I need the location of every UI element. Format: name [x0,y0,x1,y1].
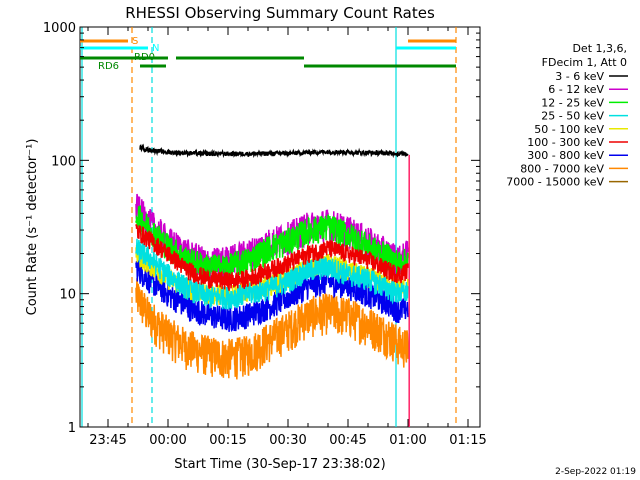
y-tick-label: 1000 [43,21,76,36]
x-tick-label: 01:15 [449,433,486,448]
x-tick-label: 00:45 [329,433,366,448]
y-axis: 1 10 100 1000 [43,21,480,436]
legend-label-50-100-kev: 50 - 100 keV [534,123,604,136]
x-tick-label: 23:45 [89,433,126,448]
y-tick-label: 1 [68,421,76,436]
legend-label-7000-15000-kev: 7000 - 15000 keV [506,176,604,189]
x-tick-label: 00:00 [149,433,186,448]
flag-label-rd6: RD6 [98,61,119,72]
series-line-100-300-kev [135,224,409,291]
y-tick-label: 100 [51,154,76,169]
chart-title: RHESSI Observing Summary Count Rates [125,4,435,22]
series-layer [135,143,410,427]
flag-label-rd0: RD0 [134,52,155,63]
flag-label-n: N [152,43,159,54]
series-line-25-50-kev [135,238,409,310]
x-tick-label: 01:00 [389,433,426,448]
vertical-markers [81,27,457,427]
legend-label-800-7000-kev: 800 - 7000 keV [520,162,604,175]
legend-label-25-50-kev: 25 - 50 keV [541,110,604,123]
y-axis-label: Count Rate (s⁻¹ detector⁻¹) [25,139,40,316]
x-tick-label: 00:15 [209,433,246,448]
legend-header-line-1: Det 1,3,6, [572,42,627,55]
legend-header-line-2: FDecim 1, Att 0 [542,56,627,69]
plot-frame [79,26,481,428]
x-tick-label: 00:30 [269,433,306,448]
x-axis-label: Start Time (30-Sep-17 23:38:02) [174,457,385,472]
flag-label-s: S [132,36,138,47]
series-line-3-6-kev [139,143,409,159]
series-line-300-800-kev [135,259,409,332]
x-axis: 23:45 00:00 00:15 00:30 00:45 01:00 01:15 [87,27,487,448]
y-tick-label: 10 [59,288,76,303]
legend-label-6-12-kev: 6 - 12 keV [548,83,604,96]
timestamp: 2-Sep-2022 01:19 [555,467,636,477]
legend-label-300-800-kev: 300 - 800 keV [527,149,604,162]
legend-label-100-300-kev: 100 - 300 keV [527,136,604,149]
series-line-800-7000-kev [135,278,409,380]
legend-label-12-25-kev: 12 - 25 keV [541,96,604,109]
legend-label-3-6-kev: 3 - 6 keV [555,70,604,83]
